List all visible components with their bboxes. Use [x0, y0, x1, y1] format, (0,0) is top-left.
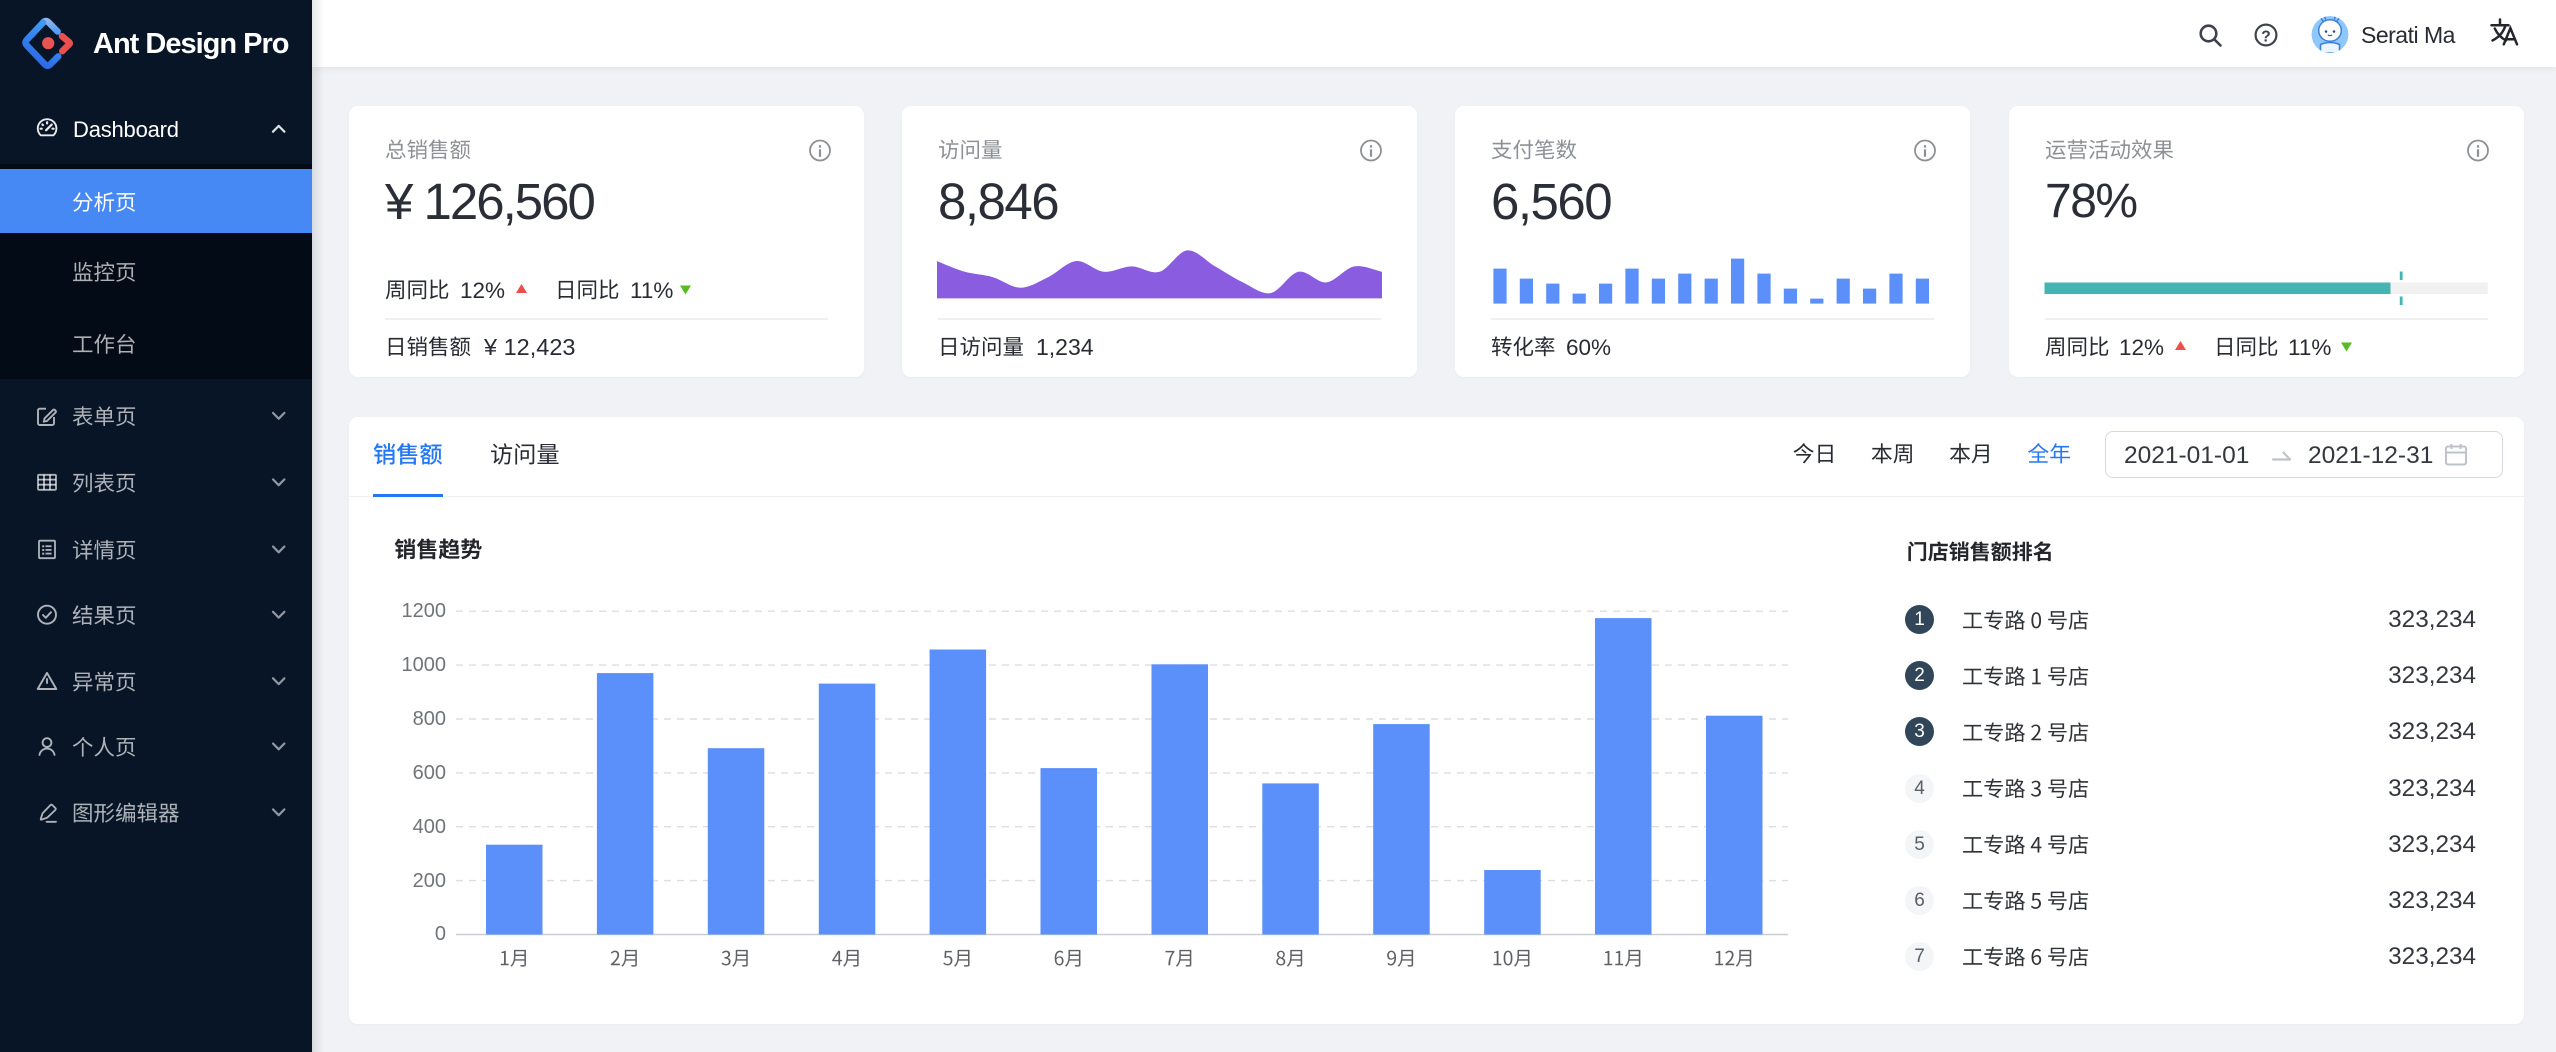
svg-text:?: ? [2261, 29, 2270, 46]
